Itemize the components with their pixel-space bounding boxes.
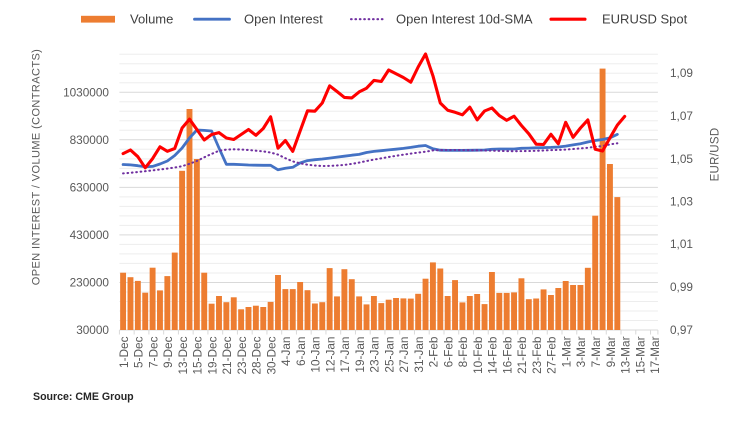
svg-text:Source: CME Group: Source: CME Group (33, 391, 134, 403)
svg-text:Volume: Volume (130, 12, 173, 27)
svg-text:EURUSD Spot: EURUSD Spot (602, 12, 688, 27)
svg-text:1-Mar: 1-Mar (559, 336, 573, 367)
svg-text:9-Dec: 9-Dec (161, 336, 175, 368)
svg-text:6-Feb: 6-Feb (441, 336, 455, 367)
svg-text:30000: 30000 (76, 323, 109, 337)
svg-text:230000: 230000 (70, 276, 110, 290)
svg-text:27-Feb: 27-Feb (545, 336, 559, 374)
svg-text:25-Jan: 25-Jan (382, 337, 396, 373)
svg-text:21-Feb: 21-Feb (515, 336, 529, 374)
svg-text:7-Dec: 7-Dec (146, 336, 160, 368)
svg-text:13-Mar: 13-Mar (619, 336, 633, 373)
svg-text:7-Mar: 7-Mar (589, 336, 603, 367)
svg-text:9-Mar: 9-Mar (604, 336, 618, 367)
svg-text:21-Dec: 21-Dec (220, 336, 234, 374)
svg-text:6-Jan: 6-Jan (294, 337, 308, 367)
svg-text:19-Jan: 19-Jan (353, 337, 367, 373)
svg-text:1,09: 1,09 (670, 66, 693, 80)
svg-text:16-Feb: 16-Feb (500, 336, 514, 374)
svg-text:4-Jan: 4-Jan (279, 337, 293, 367)
svg-text:0,97: 0,97 (670, 323, 693, 337)
svg-text:OPEN INTEREST / VOLUME (CONTRA: OPEN INTEREST / VOLUME (CONTRACTS) (31, 49, 43, 285)
svg-text:5-Dec: 5-Dec (132, 336, 146, 368)
svg-text:EUR/USD: EUR/USD (710, 128, 722, 182)
svg-text:10-Feb: 10-Feb (471, 336, 485, 374)
svg-text:15-Dec: 15-Dec (191, 336, 205, 374)
svg-text:0,99: 0,99 (670, 280, 693, 294)
svg-text:630000: 630000 (70, 180, 110, 194)
svg-text:31-Jan: 31-Jan (412, 337, 426, 373)
svg-text:15-Mar: 15-Mar (633, 336, 647, 373)
svg-text:430000: 430000 (70, 228, 110, 242)
svg-text:23-Feb: 23-Feb (530, 336, 544, 374)
svg-text:12-Jan: 12-Jan (323, 337, 337, 373)
svg-text:1,05: 1,05 (670, 152, 693, 166)
svg-text:2-Feb: 2-Feb (427, 336, 441, 367)
svg-text:28-Dec: 28-Dec (250, 336, 264, 374)
svg-text:23-Dec: 23-Dec (235, 336, 249, 374)
svg-text:Open Interest: Open Interest (244, 12, 323, 27)
svg-text:27-Jan: 27-Jan (397, 337, 411, 373)
svg-text:14-Feb: 14-Feb (486, 336, 500, 374)
svg-text:17-Jan: 17-Jan (338, 337, 352, 373)
svg-text:30-Dec: 30-Dec (264, 336, 278, 374)
svg-text:19-Dec: 19-Dec (205, 336, 219, 374)
svg-text:13-Dec: 13-Dec (176, 336, 190, 374)
svg-text:1030000: 1030000 (63, 85, 109, 99)
svg-text:3-Mar: 3-Mar (574, 336, 588, 367)
svg-text:17-Mar: 17-Mar (648, 336, 662, 373)
svg-text:23-Jan: 23-Jan (368, 337, 382, 373)
svg-text:1,01: 1,01 (670, 237, 693, 251)
svg-text:1-Dec: 1-Dec (117, 336, 131, 368)
svg-text:830000: 830000 (70, 133, 110, 147)
svg-text:8-Feb: 8-Feb (456, 336, 470, 367)
svg-text:Open Interest 10d-SMA: Open Interest 10d-SMA (396, 12, 533, 27)
svg-text:1,03: 1,03 (670, 194, 693, 208)
svg-text:10-Jan: 10-Jan (309, 337, 323, 373)
svg-text:1,07: 1,07 (670, 109, 693, 123)
